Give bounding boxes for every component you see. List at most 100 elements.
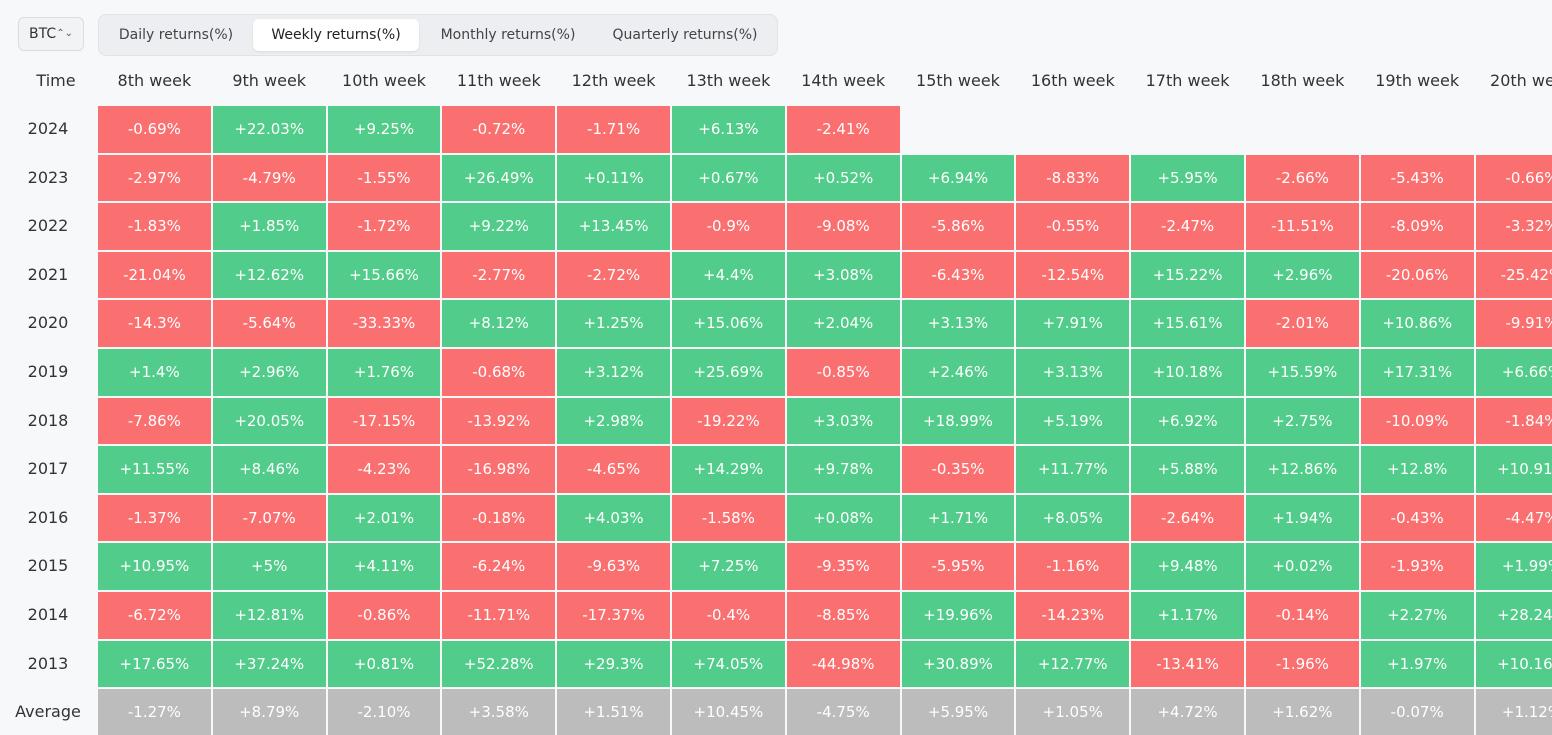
year-row-label: 2023 (27, 167, 69, 187)
column-header: 15th week (916, 71, 1000, 90)
return-cell: +1.4% (98, 349, 211, 396)
average-cell: +3.58% (442, 689, 556, 735)
column-header: 14th week (801, 71, 886, 90)
average-cell: -4.75% (786, 689, 900, 735)
return-cell: -0.72% (442, 106, 556, 153)
year-row-label: 2016 (27, 507, 69, 527)
return-cell: -2.72% (557, 251, 670, 299)
return-cell: -9.63% (557, 543, 670, 590)
return-cell: -7.86% (98, 397, 211, 445)
average-row-label: Average (15, 702, 81, 722)
return-cell: -11.71% (442, 592, 556, 639)
average-cell: +4.72% (1131, 689, 1244, 735)
return-cell: -19.22% (672, 397, 785, 445)
return-cell: -17.37% (557, 592, 670, 639)
return-cell: +0.81% (327, 640, 441, 688)
return-cell: +8.46% (212, 446, 326, 493)
return-cell: -44.98% (786, 640, 900, 688)
return-cell: -0.66% (1475, 154, 1552, 202)
return-cell: +13.45% (557, 203, 670, 250)
return-cell: -0.86% (327, 592, 441, 639)
average-cell: -2.10% (327, 689, 441, 735)
return-cell: +30.89% (901, 640, 1015, 688)
return-cell: +18.99% (901, 397, 1015, 445)
return-cell: -4.23% (327, 446, 441, 493)
return-cell: -12.54% (1016, 251, 1130, 299)
return-cell: -7.07% (212, 494, 326, 542)
return-cell: +22.03% (212, 106, 326, 153)
column-header: 16th week (1030, 71, 1115, 90)
return-cell: -4.65% (557, 446, 670, 493)
year-row-label: 2022 (27, 216, 69, 236)
average-cell: +10.45% (672, 689, 785, 735)
tab-weekly-returns[interactable]: Weekly returns(%) (253, 19, 419, 51)
column-header: 19th week (1375, 71, 1460, 90)
tab-quarterly-returns[interactable]: Quarterly returns(%) (612, 27, 758, 43)
average-cell: +8.79% (212, 689, 326, 735)
tab-monthly-returns[interactable]: Monthly returns(%) (440, 27, 576, 43)
coin-select[interactable]: BTC ⌃⌄ (18, 17, 84, 51)
return-cell: -1.37% (98, 494, 211, 542)
return-cell: +2.04% (786, 300, 900, 347)
return-cell: +0.52% (786, 154, 900, 202)
return-cell: +74.05% (672, 640, 785, 688)
return-cell: -8.83% (1016, 154, 1130, 202)
return-cell: +1.76% (327, 349, 441, 396)
return-cell: +6.92% (1131, 397, 1244, 445)
return-cell: -21.04% (98, 251, 211, 299)
return-cell: +28.24% (1475, 592, 1552, 639)
return-cell: +0.11% (557, 154, 670, 202)
return-cell: -9.08% (786, 203, 900, 250)
return-cell: +37.24% (212, 640, 326, 688)
return-cell: +5.95% (1131, 154, 1244, 202)
return-cell: -1.83% (98, 203, 211, 250)
return-cell: -25.42% (1475, 251, 1552, 299)
return-cell: +2.01% (327, 494, 441, 542)
return-cell: +6.13% (672, 106, 785, 153)
return-cell: -2.41% (786, 106, 900, 153)
return-cell: -6.43% (901, 251, 1015, 299)
return-cell: -8.85% (786, 592, 900, 639)
return-cell: +15.66% (327, 251, 441, 299)
return-cell: +10.86% (1360, 300, 1474, 347)
return-cell: +6.94% (901, 154, 1015, 202)
return-cell: +10.95% (98, 543, 211, 590)
return-cell: -9.35% (786, 543, 900, 590)
return-cell: +8.05% (1016, 494, 1130, 542)
chevron-up-down-icon: ⌃⌄ (56, 28, 73, 39)
return-cell: +11.55% (98, 446, 211, 493)
return-cell: +1.25% (557, 300, 670, 347)
column-header: 18th week (1260, 71, 1345, 90)
return-cell: -1.71% (557, 106, 670, 153)
return-cell: +2.96% (212, 349, 326, 396)
return-cell: -3.32% (1475, 203, 1552, 250)
return-cell: +29.3% (557, 640, 670, 688)
return-cell: +17.65% (98, 640, 211, 688)
year-row-label: 2021 (27, 264, 69, 284)
return-cell: -6.24% (442, 543, 556, 590)
year-row-label: 2014 (27, 605, 69, 624)
return-cell: -4.79% (212, 154, 326, 202)
return-cell: +4.11% (327, 543, 441, 590)
return-cell: +3.03% (786, 397, 900, 445)
return-cell: +2.27% (1360, 592, 1474, 639)
return-cell: -6.72% (98, 592, 211, 639)
return-cell: -13.92% (442, 397, 556, 445)
return-cell: -8.09% (1360, 203, 1474, 250)
return-cell: -5.86% (901, 203, 1015, 250)
return-cell: +26.49% (442, 154, 556, 202)
return-cell: -17.15% (327, 397, 441, 445)
return-cell: +10.18% (1131, 349, 1244, 396)
return-cell: +1.94% (1246, 494, 1359, 542)
year-row-label: 2020 (27, 313, 69, 333)
average-cell: -0.07% (1360, 689, 1474, 735)
return-cell: +20.05% (212, 397, 326, 445)
average-cell: +1.51% (557, 689, 670, 735)
return-cell: -1.72% (327, 203, 441, 250)
time-header: Time (36, 71, 76, 90)
column-header: 9th week (232, 71, 307, 90)
tab-daily-returns[interactable]: Daily returns(%) (118, 27, 234, 43)
return-cell: -2.66% (1246, 154, 1359, 202)
return-cell: +25.69% (672, 349, 785, 396)
